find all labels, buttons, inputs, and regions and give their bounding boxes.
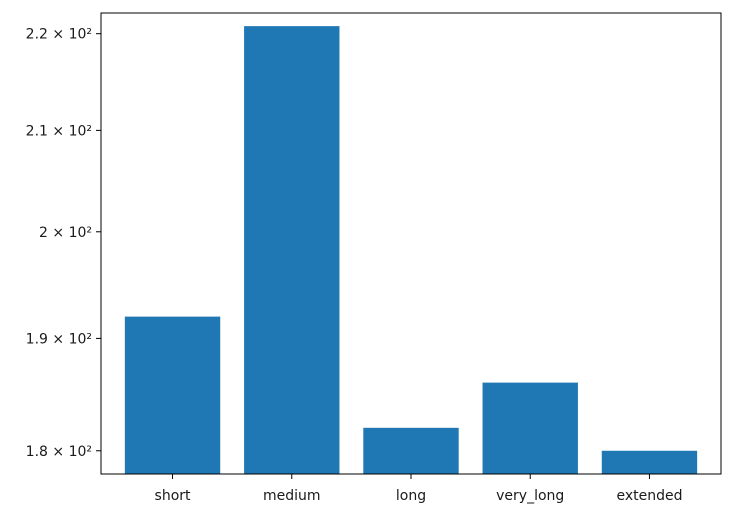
y-tick-label: 1.9 × 10² xyxy=(26,331,92,347)
x-tick-label: short xyxy=(155,488,191,504)
bar-short xyxy=(124,316,221,474)
y-tick-label: 2.2 × 10² xyxy=(26,27,92,43)
bar-group xyxy=(124,26,698,474)
x-tick-label: medium xyxy=(263,488,321,504)
bar-long xyxy=(363,427,459,474)
bar-extended xyxy=(601,450,698,474)
x-tick-label: long xyxy=(396,488,426,504)
y-tick-label: 2 × 10² xyxy=(39,225,92,241)
y-tick-label: 2.1 × 10² xyxy=(26,123,92,139)
x-axis-ticks: short medium long very_long extended xyxy=(155,474,682,504)
x-tick-label: extended xyxy=(616,488,682,504)
y-tick-label: 1.8 × 10² xyxy=(26,444,92,460)
bar-very-long xyxy=(482,382,578,474)
bar-medium xyxy=(244,26,340,474)
y-axis-ticks: 1.8 × 10² 1.9 × 10² 2 × 10² 2.1 × 10² 2.2 × … xyxy=(26,27,101,460)
x-tick-label: very_long xyxy=(496,488,564,504)
plot-frame xyxy=(100,12,722,475)
